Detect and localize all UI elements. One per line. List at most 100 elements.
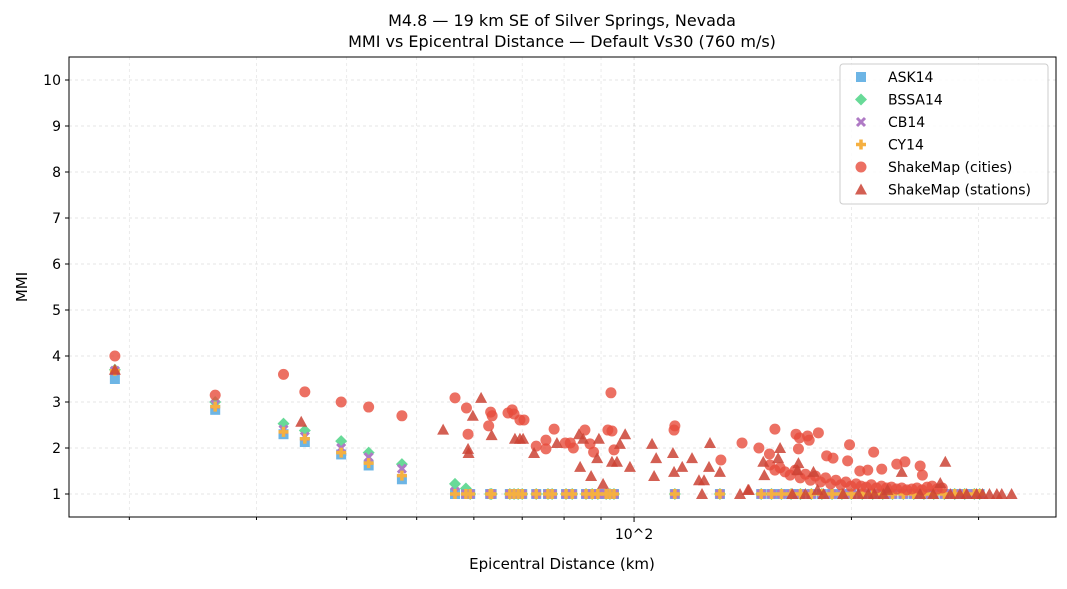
point-shakemap-stations xyxy=(939,455,952,467)
point-shakemap-stations xyxy=(623,460,636,472)
point-shakemap-stations xyxy=(742,483,755,495)
point-shakemap-cities xyxy=(812,427,824,439)
legend: ASK14 BSSA14 CB14 CY14 ShakeMap (cities) Shak… xyxy=(839,63,1049,205)
point-shakemap-cities xyxy=(769,423,781,435)
point-shakemap-stations xyxy=(703,460,716,472)
point-shakemap-stations xyxy=(475,391,488,403)
point-cy14 xyxy=(396,470,407,481)
point-shakemap-stations xyxy=(585,470,598,482)
point-shakemap-cities xyxy=(396,410,408,422)
point-shakemap-stations xyxy=(613,437,626,449)
point-shakemap-cities xyxy=(862,464,874,476)
point-shakemap-stations xyxy=(774,442,787,453)
legend-label-shakemap-cities: ShakeMap (cities) xyxy=(888,160,1012,176)
point-shakemap-cities xyxy=(363,401,375,413)
point-cy14 xyxy=(210,401,221,412)
point-shakemap-stations xyxy=(881,483,894,495)
legend-label-shakemap-stations: ShakeMap (stations) xyxy=(888,183,1031,199)
point-cy14 xyxy=(336,447,347,458)
chart-subtitle: MMI vs Epicentral Distance — Default Vs3… xyxy=(348,32,776,51)
point-shakemap-stations xyxy=(799,488,812,499)
point-shakemap-stations xyxy=(895,465,908,477)
point-shakemap-stations xyxy=(295,415,308,427)
legend-label-cb14: CB14 xyxy=(888,115,925,131)
point-shakemap-cities xyxy=(803,434,815,446)
point-cy14 xyxy=(531,489,542,499)
legend-marker-ask14 xyxy=(856,72,866,82)
point-shakemap-cities xyxy=(606,425,618,437)
point-cy14 xyxy=(669,489,680,499)
point-shakemap-stations xyxy=(646,437,659,449)
point-shakemap-stations xyxy=(703,436,716,448)
point-shakemap-stations xyxy=(577,432,590,444)
point-shakemap-cities xyxy=(827,452,839,464)
point-shakemap-cities xyxy=(876,463,888,475)
point-shakemap-stations xyxy=(811,483,824,495)
point-shakemap-stations xyxy=(734,488,747,499)
y-tick-label: 8 xyxy=(52,165,61,181)
grid xyxy=(69,57,1056,517)
legend-label-bssa14: BSSA14 xyxy=(888,93,943,109)
point-shakemap-cities xyxy=(278,368,290,380)
legend-label-ask14: ASK14 xyxy=(888,70,934,86)
point-shakemap-cities xyxy=(540,443,552,455)
point-shakemap-stations xyxy=(666,447,679,459)
point-cy14 xyxy=(486,489,497,499)
point-shakemap-stations xyxy=(591,452,604,464)
point-shakemap-cities xyxy=(916,469,928,481)
point-shakemap-stations xyxy=(852,488,865,499)
point-cb14 xyxy=(363,452,374,463)
point-shakemap-cities xyxy=(483,420,495,432)
point-shakemap-stations xyxy=(713,465,726,477)
legend-marker-shakemap-cities xyxy=(855,161,867,173)
point-shakemap-stations xyxy=(696,488,709,499)
point-shakemap-cities xyxy=(299,386,311,398)
point-shakemap-stations xyxy=(597,477,610,489)
point-shakemap-cities xyxy=(842,455,854,467)
point-shakemap-stations xyxy=(108,363,121,375)
point-shakemap-stations xyxy=(485,429,498,441)
point-shakemap-stations xyxy=(758,469,771,481)
point-cy14 xyxy=(608,489,619,499)
legend-label-cy14: CY14 xyxy=(888,138,924,154)
point-shakemap-stations xyxy=(648,470,661,482)
point-shakemap-cities xyxy=(567,442,579,454)
point-shakemap-stations xyxy=(786,488,799,499)
point-shakemap-stations xyxy=(550,436,563,448)
point-shakemap-stations xyxy=(757,455,770,467)
legend-marker-cb14 xyxy=(855,116,867,128)
point-shakemap-stations xyxy=(914,488,927,499)
point-shakemap-cities xyxy=(109,350,121,362)
point-shakemap-stations xyxy=(772,452,785,464)
point-shakemap-stations xyxy=(995,488,1008,499)
point-shakemap-stations xyxy=(574,460,587,472)
point-shakemap-stations xyxy=(592,432,605,444)
point-cy14 xyxy=(592,489,603,499)
point-shakemap-cities xyxy=(540,434,552,446)
axis-ticks: 1 2 3 4 5 6 7 8 9 10 xyxy=(43,73,980,522)
legend-marker-shakemap-stations xyxy=(855,183,867,195)
point-shakemap-stations xyxy=(686,452,699,464)
point-shakemap-cities xyxy=(209,389,221,401)
point-shakemap-cities xyxy=(763,448,775,460)
point-shakemap-cities xyxy=(605,387,617,399)
legend-box xyxy=(839,63,1049,205)
point-cy14 xyxy=(567,489,578,499)
point-cy14 xyxy=(517,489,528,499)
point-shakemap-stations xyxy=(807,465,820,477)
point-shakemap-stations xyxy=(792,457,805,469)
point-cy14 xyxy=(299,433,310,444)
legend-marker-cy14 xyxy=(856,139,866,150)
point-cy14 xyxy=(766,489,777,499)
y-tick-label: 7 xyxy=(52,211,61,227)
point-shakemap-cities xyxy=(449,392,461,404)
series-cy14 xyxy=(109,365,985,499)
point-cy14 xyxy=(547,489,558,499)
point-shakemap-stations xyxy=(837,488,850,499)
point-shakemap-cities xyxy=(335,396,347,408)
y-axis-label: MMI xyxy=(13,272,31,302)
point-cy14 xyxy=(827,489,838,499)
point-shakemap-cities xyxy=(530,440,542,452)
point-shakemap-stations xyxy=(944,488,957,499)
